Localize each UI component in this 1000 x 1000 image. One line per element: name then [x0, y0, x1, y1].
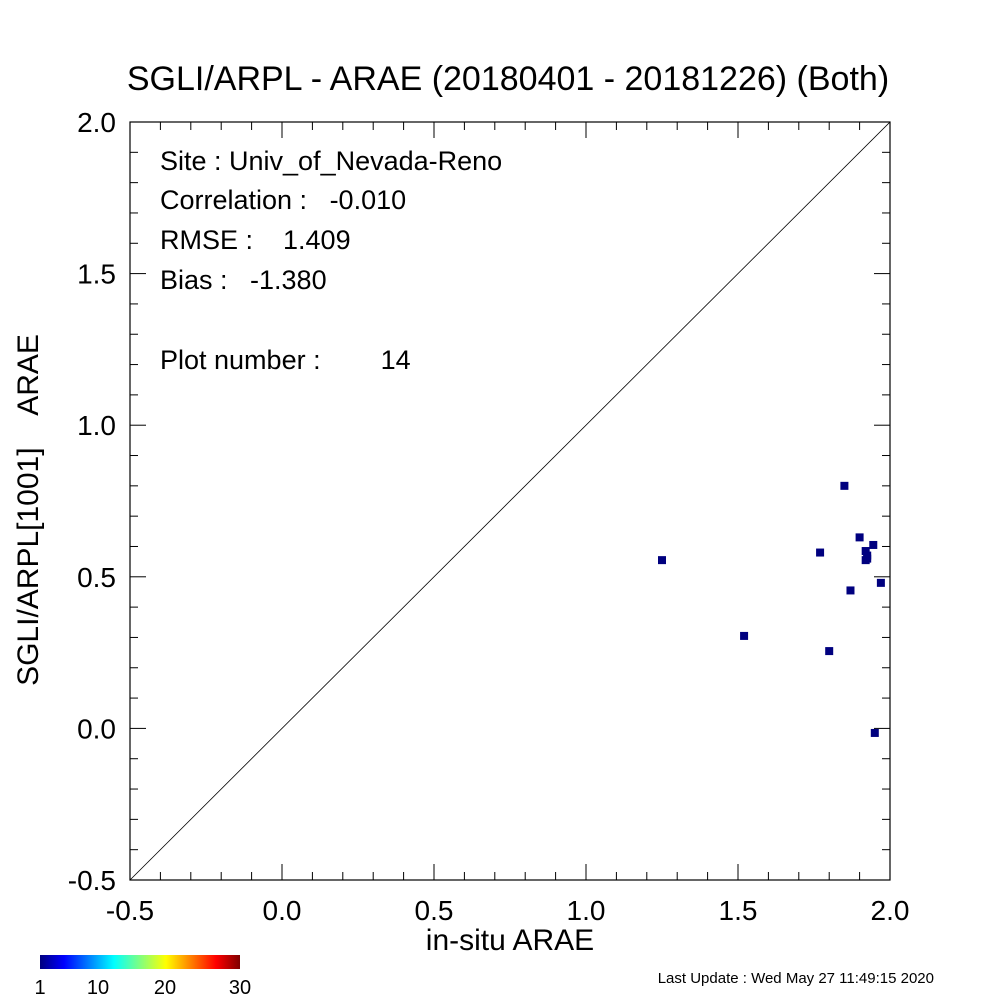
data-point — [855, 533, 864, 542]
colorbar-tick-label: 1 — [34, 977, 45, 999]
y-tick-label: 1.5 — [77, 259, 116, 290]
colorbar: 1 10 20 30 — [34, 955, 251, 999]
x-tick-label: 0.0 — [263, 895, 302, 926]
data-point — [876, 578, 885, 587]
colorbar-tick-labels: 1 10 20 30 — [34, 977, 251, 999]
x-tick-label: 1.0 — [567, 895, 606, 926]
data-point — [816, 548, 825, 557]
x-tick-label: 2.0 — [871, 895, 910, 926]
data-point — [740, 631, 749, 640]
plot-number-text: Plot number : 14 — [160, 345, 411, 375]
last-update-text: Last Update : Wed May 27 11:49:15 2020 — [658, 970, 934, 987]
x-tick-label: -0.5 — [106, 895, 154, 926]
data-point — [870, 728, 879, 737]
bias-text: Bias : -1.380 — [160, 265, 327, 295]
plot-frame — [129, 121, 891, 881]
x-tick-labels: -0.5 0.0 0.5 1.0 1.5 2.0 — [106, 895, 910, 926]
y-tick-label: 2.0 — [77, 107, 116, 138]
y-tick-label: 0.0 — [77, 713, 116, 744]
data-point — [825, 647, 834, 656]
x-tick-label: 1.5 — [719, 895, 758, 926]
data-point — [846, 586, 855, 595]
correlation-text: Correlation : -0.010 — [160, 185, 406, 215]
x-tick-label: 0.5 — [415, 895, 454, 926]
data-point — [658, 556, 666, 565]
site-text: Site : Univ_of_Nevada-Reno — [160, 146, 502, 176]
data-point — [840, 481, 849, 490]
chart-title: SGLI/ARPL - ARAE (20180401 - 20181226) (… — [127, 60, 889, 98]
axis-ticks — [129, 121, 891, 881]
plot-area — [129, 121, 891, 881]
y-tick-labels: -0.5 0.0 0.5 1.0 1.5 2.0 — [68, 107, 116, 896]
y-axis-label: SGLI/ARPL[1001] ARAE — [12, 334, 45, 686]
data-points — [658, 481, 885, 737]
one-to-one-line — [129, 121, 891, 881]
y-tick-label: 0.5 — [77, 562, 116, 593]
data-point — [869, 540, 878, 549]
x-axis-label: in-situ ARAE — [426, 924, 594, 957]
colorbar-tick-label: 20 — [154, 977, 176, 999]
y-tick-label: -0.5 — [68, 865, 116, 896]
colorbar-tick-label: 10 — [87, 977, 109, 999]
data-point — [863, 554, 872, 563]
colorbar-gradient — [40, 955, 240, 969]
y-tick-label: 1.0 — [77, 410, 116, 441]
data-point — [861, 547, 870, 556]
stats-annotations: Site : Univ_of_Nevada-Reno Correlation :… — [160, 146, 502, 375]
rmse-text: RMSE : 1.409 — [160, 225, 351, 255]
colorbar-tick-label: 30 — [229, 977, 251, 999]
